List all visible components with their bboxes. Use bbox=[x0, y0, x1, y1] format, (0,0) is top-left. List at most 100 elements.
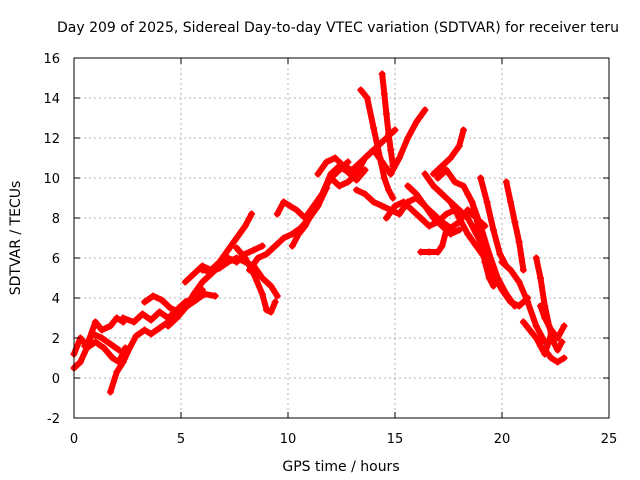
data-point bbox=[156, 308, 164, 316]
data-point bbox=[263, 250, 271, 258]
series-arc17 bbox=[378, 70, 397, 170]
x-tick-label: 15 bbox=[387, 432, 404, 447]
data-point bbox=[288, 230, 296, 238]
data-point bbox=[489, 226, 497, 234]
y-tick-label: 4 bbox=[52, 292, 60, 307]
data-point bbox=[496, 250, 504, 258]
data-point bbox=[391, 202, 399, 210]
y-tick-label: 2 bbox=[52, 332, 60, 347]
x-tick-label: 5 bbox=[177, 432, 185, 447]
data-point bbox=[147, 330, 155, 338]
data-point bbox=[481, 258, 489, 266]
series-line bbox=[541, 347, 568, 365]
data-point bbox=[190, 290, 198, 298]
data-point bbox=[526, 326, 534, 334]
series-arc21 bbox=[417, 226, 450, 256]
series-arc16 bbox=[357, 86, 397, 202]
data-point bbox=[524, 298, 532, 306]
data-point bbox=[554, 358, 562, 366]
x-tick-label: 25 bbox=[601, 432, 618, 447]
data-point bbox=[310, 206, 318, 214]
data-point bbox=[485, 250, 493, 258]
data-point bbox=[404, 182, 412, 190]
data-point bbox=[233, 234, 241, 242]
data-point bbox=[141, 298, 149, 306]
data-point bbox=[340, 162, 348, 170]
data-point bbox=[263, 306, 271, 314]
data-point bbox=[549, 338, 557, 346]
data-point bbox=[216, 264, 224, 272]
data-point bbox=[258, 242, 266, 250]
data-point bbox=[519, 266, 527, 274]
data-point bbox=[438, 162, 446, 170]
data-point bbox=[113, 368, 121, 376]
series-arc33 bbox=[541, 346, 568, 366]
series-line bbox=[499, 259, 548, 345]
series-line bbox=[430, 127, 467, 177]
data-point bbox=[532, 334, 540, 342]
series-arc26 bbox=[464, 190, 497, 290]
data-point bbox=[447, 154, 455, 162]
data-point bbox=[537, 274, 545, 282]
data-point bbox=[314, 170, 322, 178]
data-point bbox=[348, 166, 356, 174]
data-point bbox=[241, 222, 249, 230]
data-point bbox=[241, 254, 249, 262]
data-point bbox=[483, 198, 491, 206]
data-point bbox=[472, 242, 480, 250]
x-tick-label: 10 bbox=[280, 432, 297, 447]
data-point bbox=[417, 248, 425, 256]
data-point bbox=[224, 246, 232, 254]
data-point bbox=[421, 170, 429, 178]
data-point bbox=[438, 190, 446, 198]
series-arc29 bbox=[502, 178, 527, 274]
data-point bbox=[207, 268, 215, 276]
data-point bbox=[408, 206, 416, 214]
data-point bbox=[459, 182, 467, 190]
data-point bbox=[464, 214, 472, 222]
data-point bbox=[395, 210, 403, 218]
data-point bbox=[434, 174, 442, 182]
data-point bbox=[378, 70, 386, 78]
y-tick-label: 14 bbox=[43, 92, 60, 107]
series-arc10 bbox=[233, 244, 279, 316]
data-point bbox=[361, 166, 369, 174]
data-point bbox=[166, 304, 174, 312]
data-point bbox=[404, 134, 412, 142]
chart-title: Day 209 of 2025, Sidereal Day-to-day VTE… bbox=[57, 20, 619, 36]
y-tick-label: 16 bbox=[43, 52, 60, 67]
data-point bbox=[554, 346, 562, 354]
data-point bbox=[387, 170, 395, 178]
series-arc27 bbox=[477, 174, 510, 270]
data-point bbox=[198, 278, 206, 286]
grid bbox=[74, 58, 609, 418]
data-point bbox=[258, 274, 266, 282]
series-arc22 bbox=[430, 126, 467, 178]
data-point bbox=[438, 218, 446, 226]
data-point bbox=[554, 334, 562, 342]
y-axis-label: SDTVAR / TECUs bbox=[8, 181, 24, 296]
y-tick-label: 10 bbox=[43, 172, 60, 187]
data-point bbox=[335, 182, 343, 190]
data-point bbox=[412, 118, 420, 126]
data-point bbox=[417, 214, 425, 222]
data-point bbox=[91, 318, 99, 326]
data-point bbox=[271, 242, 279, 250]
data-point bbox=[468, 198, 476, 206]
data-point bbox=[541, 346, 549, 354]
data-point bbox=[301, 222, 309, 230]
data-point bbox=[378, 202, 386, 210]
data-point bbox=[76, 358, 84, 366]
data-point bbox=[273, 292, 281, 300]
data-point bbox=[489, 282, 497, 290]
data-point bbox=[318, 190, 326, 198]
data-point bbox=[560, 354, 568, 362]
data-point bbox=[361, 190, 369, 198]
data-point bbox=[425, 222, 433, 230]
data-point bbox=[477, 234, 485, 242]
data-point bbox=[455, 214, 463, 222]
data-point bbox=[547, 354, 555, 362]
data-point bbox=[130, 318, 138, 326]
data-point bbox=[233, 244, 241, 252]
data-point bbox=[498, 258, 506, 266]
